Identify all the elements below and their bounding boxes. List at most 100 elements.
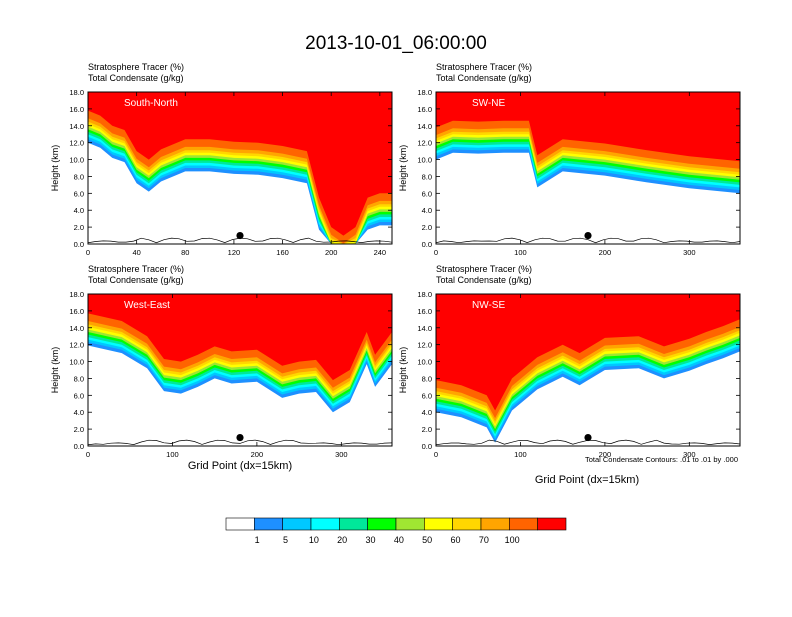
panel-label: SW-NE bbox=[472, 98, 505, 109]
tracer-band bbox=[436, 92, 740, 162]
panel-label: West-East bbox=[124, 300, 170, 311]
y-tick-label: 10.0 bbox=[69, 156, 84, 165]
x-tick-label: 120 bbox=[228, 248, 241, 257]
y-tick-label: 18.0 bbox=[69, 290, 84, 299]
y-axis-label: Height (km) bbox=[50, 347, 60, 394]
y-tick-label: 0.0 bbox=[74, 442, 84, 451]
field-label: Stratosphere Tracer (%) bbox=[436, 264, 532, 274]
panel-label: South-North bbox=[124, 98, 178, 109]
y-tick-label: 16.0 bbox=[417, 307, 432, 316]
y-axis-label: Height (km) bbox=[50, 145, 60, 192]
y-tick-label: 10.0 bbox=[417, 156, 432, 165]
colorbar-box bbox=[310, 517, 340, 531]
y-tick-label: 18.0 bbox=[69, 88, 84, 97]
colorbar-box bbox=[395, 517, 425, 531]
y-tick-label: 12.0 bbox=[417, 139, 432, 148]
colorbar-label: 10 bbox=[309, 535, 319, 545]
colorbar-label: 30 bbox=[365, 535, 375, 545]
y-tick-label: 6.0 bbox=[422, 189, 432, 198]
tracer-band bbox=[88, 92, 392, 236]
y-tick-label: 14.0 bbox=[417, 122, 432, 131]
y-axis-label: Height (km) bbox=[398, 347, 408, 394]
tracer-band bbox=[436, 294, 740, 411]
location-marker bbox=[584, 433, 592, 442]
y-tick-label: 4.0 bbox=[422, 206, 432, 215]
y-tick-label: 6.0 bbox=[422, 391, 432, 400]
contour-note: Total Condensate Contours: .01 to .01 by… bbox=[585, 455, 738, 464]
colorbar-label: 40 bbox=[394, 535, 404, 545]
colorbar-box bbox=[537, 517, 567, 531]
tracer-field bbox=[88, 92, 392, 244]
tracer-field bbox=[436, 92, 740, 194]
y-tick-label: 12.0 bbox=[69, 139, 84, 148]
colorbar-box bbox=[509, 517, 538, 531]
colorbar-label: 20 bbox=[337, 535, 347, 545]
colorbar-box bbox=[225, 517, 255, 531]
colorbar-box bbox=[480, 517, 510, 531]
colorbar-label: 1 bbox=[255, 535, 260, 545]
x-tick-label: 0 bbox=[86, 450, 90, 459]
y-tick-label: 4.0 bbox=[74, 206, 84, 215]
y-tick-label: 12.0 bbox=[417, 341, 432, 350]
y-tick-label: 14.0 bbox=[69, 324, 84, 333]
colorbar-box bbox=[254, 517, 283, 531]
field-label: Stratosphere Tracer (%) bbox=[88, 264, 184, 274]
x-tick-label: 200 bbox=[599, 248, 612, 257]
colorbar-label: 5 bbox=[283, 535, 288, 545]
field-label: Stratosphere Tracer (%) bbox=[88, 62, 184, 72]
y-axis-label: Height (km) bbox=[398, 145, 408, 192]
plot-frame bbox=[435, 293, 741, 447]
x-tick-label: 300 bbox=[683, 450, 696, 459]
colorbar-box bbox=[424, 517, 453, 531]
colorbar: 1 5 10 20 30 40 50 60 70 100 bbox=[225, 517, 567, 545]
xlabel-bottom-left: Grid Point (dx=15km) bbox=[188, 460, 292, 472]
panel-west-east: West-East Stratosphere Tracer (%)Total Co… bbox=[50, 264, 393, 459]
location-marker bbox=[236, 231, 244, 240]
colorbar-label: 70 bbox=[479, 535, 489, 545]
y-tick-label: 14.0 bbox=[417, 324, 432, 333]
y-tick-label: 4.0 bbox=[422, 408, 432, 417]
field-label: Total Condensate (g/kg) bbox=[436, 275, 532, 285]
y-tick-label: 12.0 bbox=[69, 341, 84, 350]
x-tick-label: 200 bbox=[599, 450, 612, 459]
x-tick-label: 100 bbox=[514, 248, 527, 257]
colorbar-label: 60 bbox=[450, 535, 460, 545]
y-tick-label: 6.0 bbox=[74, 391, 84, 400]
location-marker bbox=[584, 231, 592, 240]
x-tick-label: 80 bbox=[181, 248, 189, 257]
plot-frame bbox=[435, 91, 741, 245]
tracer-field bbox=[88, 294, 392, 413]
plot-frame bbox=[87, 91, 393, 245]
colorbar-label: 100 bbox=[505, 535, 520, 545]
x-tick-label: 0 bbox=[86, 248, 90, 257]
xlabel-bottom-right: Grid Point (dx=15km) bbox=[535, 474, 639, 486]
location-marker bbox=[236, 433, 244, 442]
x-tick-label: 240 bbox=[374, 248, 387, 257]
tracer-field bbox=[436, 294, 740, 443]
y-tick-label: 16.0 bbox=[69, 307, 84, 316]
x-tick-label: 200 bbox=[251, 450, 264, 459]
panel-nw-se: NW-SE Stratosphere Tracer (%)Total Conden… bbox=[398, 264, 741, 459]
y-tick-label: 0.0 bbox=[422, 240, 432, 249]
y-tick-label: 6.0 bbox=[74, 189, 84, 198]
y-tick-label: 16.0 bbox=[69, 105, 84, 114]
field-label: Total Condensate (g/kg) bbox=[88, 275, 184, 285]
page-title: 2013-10-01_06:00:00 bbox=[305, 33, 487, 54]
y-tick-label: 18.0 bbox=[417, 88, 432, 97]
x-tick-label: 160 bbox=[276, 248, 289, 257]
y-tick-label: 0.0 bbox=[422, 442, 432, 451]
y-tick-label: 8.0 bbox=[422, 374, 432, 383]
x-tick-label: 300 bbox=[683, 248, 696, 257]
field-label: Stratosphere Tracer (%) bbox=[436, 62, 532, 72]
y-tick-label: 4.0 bbox=[74, 408, 84, 417]
y-tick-label: 8.0 bbox=[74, 374, 84, 383]
x-tick-label: 40 bbox=[132, 248, 140, 257]
y-tick-label: 8.0 bbox=[74, 172, 84, 181]
x-tick-label: 300 bbox=[335, 450, 348, 459]
x-tick-label: 0 bbox=[434, 450, 438, 459]
panel-label: NW-SE bbox=[472, 300, 505, 311]
y-tick-label: 2.0 bbox=[74, 425, 84, 434]
x-tick-label: 200 bbox=[325, 248, 338, 257]
